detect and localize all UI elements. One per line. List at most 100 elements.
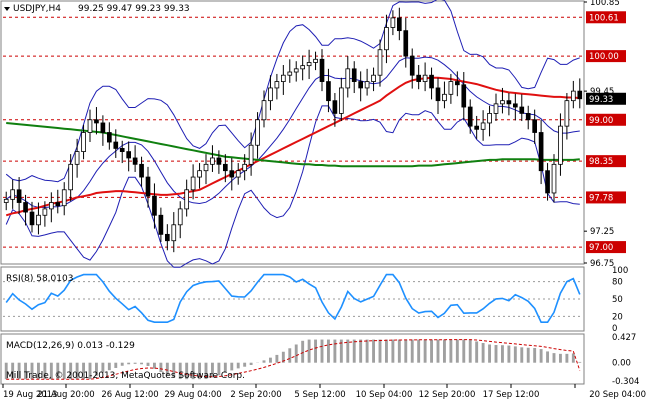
band-middle-line — [5, 56, 580, 209]
time-tick-label: 12 Sep 20:00 — [419, 390, 476, 400]
band-lower-line — [5, 105, 580, 268]
candle-body — [416, 74, 422, 82]
candle-body — [74, 151, 80, 165]
candle-body — [10, 189, 16, 200]
price-tick-label: 97.25 — [590, 227, 614, 237]
candle-body — [403, 30, 409, 57]
candle-body — [390, 17, 396, 28]
candle-body — [558, 125, 563, 165]
time-tick-label: 10 Sep 04:00 — [356, 390, 413, 400]
candle-body — [171, 224, 177, 242]
candle-body — [332, 100, 338, 114]
macd-panel[interactable] — [0, 333, 585, 385]
candle-body — [274, 81, 280, 89]
price-tag-label: 99.33 — [589, 95, 613, 105]
candle-body — [190, 176, 196, 191]
candle-body — [377, 49, 383, 76]
candle-body — [396, 17, 402, 32]
candle-body — [203, 163, 209, 172]
candle-body — [338, 87, 344, 114]
rsi-indicator: 100 80 50 20 0 — [3, 266, 628, 334]
candle-body — [222, 163, 228, 172]
price-tag-label: 97.78 — [589, 193, 613, 203]
candle-body — [326, 81, 331, 102]
price-tag — [586, 241, 626, 254]
candle-body — [480, 122, 486, 130]
time-tick-label: 26 Aug 12:00 — [101, 390, 158, 400]
price-tag — [586, 113, 626, 126]
macd-axis-label: 0.00 — [612, 359, 631, 369]
rsi-axis-label: 0 — [612, 324, 617, 334]
candle-body — [42, 208, 48, 216]
candle-body — [435, 87, 441, 102]
candle-body — [493, 103, 499, 114]
rsi-axis-label: 50 — [612, 295, 623, 305]
candle-body — [152, 195, 157, 216]
candle-body — [571, 90, 576, 102]
candle-body — [448, 81, 454, 95]
rsi-axis-label: 100 — [612, 266, 628, 276]
price-tag — [586, 11, 626, 24]
price-tag-label: 100.61 — [589, 13, 619, 23]
candle-body — [545, 170, 550, 194]
candle-body — [184, 189, 190, 210]
candle-body — [210, 157, 215, 165]
rsi-label: RSI(8) 58.0103 — [6, 274, 73, 284]
candle-body — [474, 125, 480, 130]
bollinger-bands — [5, 0, 580, 268]
candle-body — [306, 62, 312, 67]
candle-body — [454, 81, 460, 86]
candle-body — [87, 119, 93, 133]
candle-body — [113, 141, 119, 149]
candle-body — [409, 55, 415, 76]
candle-body — [255, 119, 260, 146]
candle-body — [287, 71, 293, 76]
candle-body — [261, 100, 267, 121]
candle-body — [145, 176, 151, 197]
candle-body — [384, 27, 389, 51]
rsi-axis-label: 20 — [612, 312, 623, 322]
candle-body — [197, 170, 202, 178]
candle-body — [532, 119, 538, 133]
candle-body — [107, 132, 112, 143]
macd-axis-label: -0.304 — [612, 377, 639, 387]
symbol-dropdown-icon[interactable] — [4, 7, 10, 11]
rsi-line — [5, 273, 581, 323]
candle-body — [158, 214, 164, 235]
candle-body — [487, 113, 492, 124]
candle-body — [119, 148, 125, 152]
candle-body — [139, 163, 144, 178]
candle-body — [364, 81, 370, 89]
candle-body — [519, 106, 525, 114]
candle-body — [461, 84, 467, 108]
ohlc-values: 99.25 99.47 99.23 99.33 — [78, 4, 190, 14]
candlesticks — [3, 7, 583, 253]
candle-body — [49, 202, 54, 210]
price-tick-label: 96.75 — [590, 259, 614, 269]
candle-body — [55, 202, 61, 207]
time-tick-label: 21 Aug 20:00 — [37, 390, 94, 400]
candle-body — [132, 157, 138, 165]
candle-body — [513, 103, 518, 108]
price-tag-label: 99.00 — [589, 116, 613, 126]
time-tick-label: 17 Sep 12:00 — [483, 390, 540, 400]
candle-body — [100, 122, 106, 133]
price-tag-label: 97.00 — [589, 243, 613, 253]
candle-body — [81, 132, 86, 152]
candle-body — [319, 58, 325, 82]
macd-label: MACD(12,26,9) 0.013 -0.129 — [6, 341, 135, 351]
candle-body — [16, 189, 22, 203]
candle-body — [371, 74, 376, 82]
candle-body — [216, 157, 222, 165]
candle-body — [422, 74, 428, 82]
time-tick-label: 19 Aug 2013 — [3, 390, 57, 400]
price-tag — [586, 155, 626, 168]
candle-body — [551, 163, 557, 194]
candle-body — [442, 93, 447, 102]
candle-body — [538, 132, 544, 172]
candle-body — [345, 68, 351, 89]
time-tick-label: 2 Sep 20:00 — [230, 390, 281, 400]
time-tick-label: 29 Aug 04:00 — [164, 390, 221, 400]
